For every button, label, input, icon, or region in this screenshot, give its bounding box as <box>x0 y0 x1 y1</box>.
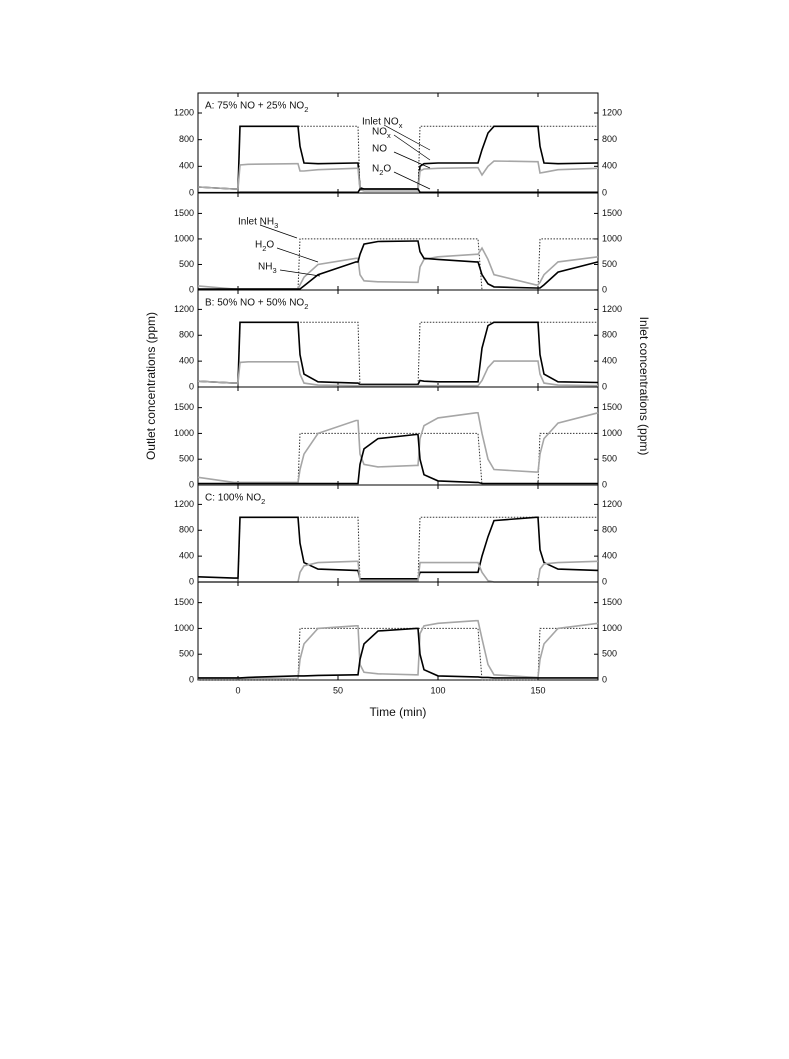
series-label: H2O <box>255 240 274 254</box>
y2-tick-label: 1500 <box>602 402 622 412</box>
x-tick-label: 0 <box>235 685 240 695</box>
series-line <box>198 238 598 291</box>
label-leader <box>279 269 321 277</box>
y-tick-label: 1000 <box>174 623 194 633</box>
y-tick-label: 1200 <box>174 304 194 314</box>
series-line <box>197 360 599 387</box>
y2-tick-label: 400 <box>602 161 617 171</box>
y-tick-label: 0 <box>189 187 194 197</box>
y-tick-label: 0 <box>189 479 194 489</box>
y2-tick-label: 400 <box>602 551 617 561</box>
y-tick-label: 800 <box>179 134 194 144</box>
series-label: N2O <box>372 164 391 178</box>
y2-tick-label: 500 <box>602 649 617 659</box>
series-line <box>197 412 599 484</box>
y-tick-label: 800 <box>179 525 194 535</box>
y2-tick-label: 1500 <box>602 597 622 607</box>
series-line <box>197 321 599 386</box>
series-line <box>197 125 599 190</box>
y-tick-label: 400 <box>179 356 194 366</box>
y2-tick-label: 0 <box>602 479 607 489</box>
y2-tick-label: 0 <box>602 674 607 684</box>
label-leader <box>393 151 431 169</box>
label-leader <box>393 171 431 190</box>
series-label: Inlet NOx <box>362 117 403 131</box>
series-line <box>197 516 599 580</box>
y2-tick-label: 1200 <box>602 304 622 314</box>
y2-tick-label: 800 <box>602 134 617 144</box>
y2-tick-label: 400 <box>602 356 617 366</box>
y2-tick-label: 0 <box>602 381 607 391</box>
label-leader <box>259 224 298 239</box>
series-label: NH3 <box>258 262 277 276</box>
y2-tick-label: 1500 <box>602 208 622 218</box>
y2-tick-label: 800 <box>602 330 617 340</box>
y2-tick-label: 0 <box>602 187 607 197</box>
y-tick-label: 1500 <box>174 402 194 412</box>
label-leader <box>276 247 319 263</box>
panel-title: A: 75% NO + 25% NO2 <box>205 101 308 115</box>
y-tick-label: 800 <box>179 330 194 340</box>
y2-tick-label: 0 <box>602 284 607 294</box>
x-tick-label: 150 <box>530 685 545 695</box>
y-tick-label: 500 <box>179 649 194 659</box>
series-line <box>198 188 598 194</box>
series-line <box>198 125 598 194</box>
y-tick-label: 0 <box>189 674 194 684</box>
series-line <box>198 627 598 679</box>
y2-tick-label: 1200 <box>602 107 622 117</box>
x-axis-label: Time (min) <box>370 705 427 719</box>
label-leader <box>393 134 431 161</box>
y-axis-label: Outlet concentrations (ppm) <box>144 312 158 460</box>
y-tick-label: 1200 <box>174 107 194 117</box>
series-label: NO <box>372 144 387 155</box>
x-tick-label: 100 <box>430 685 445 695</box>
series-label: NOx <box>372 127 391 141</box>
label-leader <box>383 124 431 151</box>
y2-tick-label: 1200 <box>602 499 622 509</box>
y-tick-label: 1500 <box>174 208 194 218</box>
y2-tick-label: 500 <box>602 454 617 464</box>
y-tick-label: 0 <box>189 576 194 586</box>
panel-title: C: 100% NO2 <box>205 493 265 507</box>
plot-frame <box>197 581 599 681</box>
y-tick-label: 500 <box>179 454 194 464</box>
y-tick-label: 1000 <box>174 233 194 243</box>
y2-axis-label: Inlet concentrations (ppm) <box>637 317 651 456</box>
y-tick-label: 400 <box>179 161 194 171</box>
y2-tick-label: 1000 <box>602 233 622 243</box>
y-tick-label: 1000 <box>174 428 194 438</box>
series-line <box>197 160 599 192</box>
y-tick-label: 1500 <box>174 597 194 607</box>
y2-tick-label: 1000 <box>602 428 622 438</box>
y2-tick-label: 1000 <box>602 623 622 633</box>
y-tick-label: 500 <box>179 259 194 269</box>
series-line <box>198 432 598 486</box>
y2-tick-label: 0 <box>602 576 607 586</box>
y-tick-label: 0 <box>189 381 194 391</box>
y-tick-label: 1200 <box>174 499 194 509</box>
y-tick-label: 400 <box>179 551 194 561</box>
y-tick-label: 0 <box>189 284 194 294</box>
x-tick-label: 50 <box>333 685 343 695</box>
y2-tick-label: 800 <box>602 525 617 535</box>
series-line <box>198 433 598 485</box>
panel-title: B: 50% NO + 50% NO2 <box>205 298 308 312</box>
series-line <box>198 240 599 290</box>
series-label: Inlet NH3 <box>238 217 278 231</box>
y2-tick-label: 500 <box>602 259 617 269</box>
